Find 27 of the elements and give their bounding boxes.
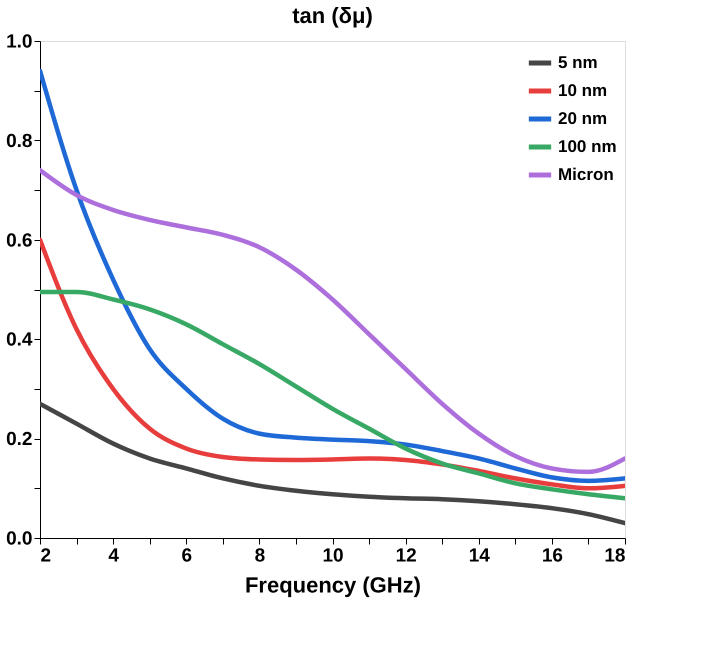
line-series — [40, 68, 625, 484]
line-series — [40, 290, 625, 500]
x-tick-label: 16 — [542, 546, 563, 566]
legend-label: 10 nm — [558, 81, 608, 100]
x-tick-label: 14 — [468, 546, 490, 566]
x-axis-title: Frequency (GHz) — [244, 572, 422, 598]
line-series — [40, 168, 625, 474]
legend-label: 20 nm — [558, 109, 608, 128]
y-tick-label: 0.2 — [6, 429, 32, 450]
x-tick-label: 8 — [254, 546, 266, 566]
x-tick-label: 10 — [322, 546, 344, 566]
y-tick-label: 0.4 — [6, 330, 33, 351]
y-tick-label: 0.0 — [6, 528, 32, 550]
line-series — [40, 238, 625, 491]
x-tick-label: 4 — [108, 546, 120, 566]
legend-label: Micron — [558, 165, 614, 184]
line-series — [40, 402, 625, 526]
legend-label: 100 nm — [558, 137, 617, 156]
chart-title: tan (δμ) — [292, 3, 373, 28]
legend-label: 5 nm — [558, 53, 598, 72]
y-tick-label: 0.8 — [6, 130, 32, 152]
x-tick-label: 6 — [181, 546, 192, 566]
y-tick-label: 0.6 — [6, 230, 32, 252]
x-tick-label: 12 — [396, 546, 417, 566]
y-tick-label: 1.0 — [6, 32, 32, 52]
x-tick-label: 18 — [604, 546, 626, 566]
x-tick-label: 2 — [40, 546, 52, 566]
